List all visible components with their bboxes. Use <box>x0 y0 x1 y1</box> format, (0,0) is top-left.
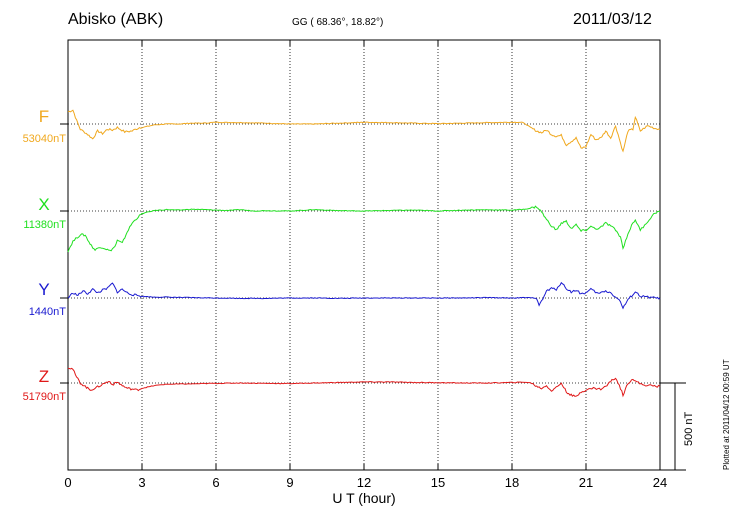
series-name-z: Z <box>39 367 49 386</box>
series-baseline-x: 11380nT <box>23 219 66 231</box>
series-line-z <box>67 367 661 398</box>
series-line-x <box>67 205 661 253</box>
x-tick-label-9: 9 <box>286 475 293 490</box>
series-baseline-z: 51790nT <box>23 391 67 403</box>
plot-date: 2011/03/12 <box>573 11 652 28</box>
x-axis: 0 3 6 9 12 15 18 21 24 <box>64 40 667 490</box>
station-title: Abisko (ABK) <box>68 11 164 28</box>
series-labels: F 53040nT X 11380nT Y 1440nT Z 51790nT <box>23 107 67 403</box>
series-group <box>67 109 661 398</box>
x-tick-label-3: 3 <box>138 475 145 490</box>
grid <box>141 40 587 470</box>
plotted-timestamp: Plotted at 2011/04/12 00:59 UT <box>722 359 730 470</box>
plot-frame <box>67 39 661 471</box>
x-tick-label-0: 0 <box>64 475 71 490</box>
series-baseline-f: 53040nT <box>23 133 67 145</box>
series-line-y <box>67 281 661 310</box>
series-name-x: X <box>38 195 49 214</box>
series-baseline-y: 1440nT <box>29 306 67 318</box>
series-name-f: F <box>39 107 49 126</box>
x-tick-label-24: 24 <box>653 475 667 490</box>
series-line-f <box>67 109 661 153</box>
x-tick-label-18: 18 <box>505 475 519 490</box>
x-axis-label: U T (hour) <box>332 490 395 506</box>
series-name-y: Y <box>38 280 49 299</box>
x-tick-label-21: 21 <box>579 475 593 490</box>
x-tick-label-6: 6 <box>212 475 219 490</box>
station-coordinates: GG ( 68.36°, 18.82°) <box>292 17 384 28</box>
x-tick-label-12: 12 <box>357 475 371 490</box>
baselines <box>60 123 660 384</box>
scale-bar-label: 500 nT <box>683 411 695 446</box>
scale-bar: 500 nT <box>660 382 695 471</box>
x-tick-label-15: 15 <box>431 475 445 490</box>
